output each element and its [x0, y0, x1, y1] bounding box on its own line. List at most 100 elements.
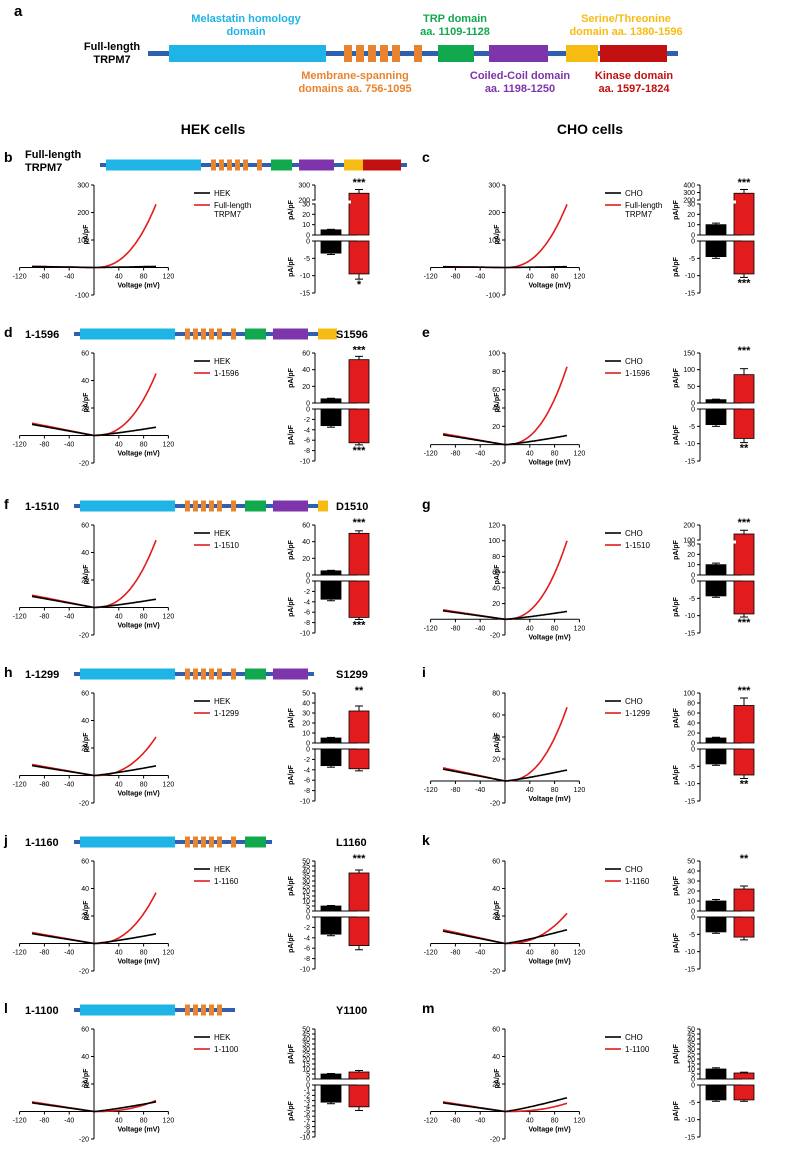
control-bar-inward	[705, 748, 727, 765]
bar-y-tick-label: 100	[683, 367, 695, 374]
mutant-bar-inward	[348, 580, 370, 618]
truncation-label: Y1100	[336, 1005, 367, 1017]
domain-label: Melastatin homology	[191, 13, 301, 25]
legend-mutant-label: TRPM7	[625, 210, 653, 219]
bar-y-tick-label: -10	[300, 799, 310, 806]
backbone	[401, 163, 407, 167]
y-tick-label: 100	[488, 238, 500, 245]
bar-y-tick-label: 15	[302, 894, 310, 901]
bar-y-tick-label: 35	[302, 874, 310, 881]
construct-label: TRPM7	[25, 162, 62, 174]
y-tick-label: 80	[492, 554, 500, 561]
bar-y-tick-label: 0	[306, 579, 310, 586]
x-tick-label: 40	[526, 950, 534, 957]
trp-domain	[271, 159, 292, 171]
bar-y-tick-label: 25	[687, 1052, 695, 1059]
y-tick-label: 20	[492, 601, 500, 608]
bar-y-title: pA/pF	[673, 1043, 680, 1064]
backbone	[148, 51, 678, 56]
backbone	[308, 332, 320, 336]
x-tick-label: -40	[64, 442, 74, 449]
legend-control-label: HEK	[214, 529, 231, 538]
bar-y-tick-label: -4	[304, 767, 310, 774]
control-bar-outward	[320, 398, 342, 404]
bar-y-tick-label: 0	[306, 407, 310, 414]
y-tick-label: 200	[488, 210, 500, 217]
membrane-segment	[344, 45, 352, 62]
bar-y-title: pA/pF	[673, 932, 680, 953]
backbone	[265, 163, 273, 167]
backbone	[334, 163, 346, 167]
significance-inward: ***	[738, 617, 752, 629]
bar-y-tick-label: 0	[691, 747, 695, 754]
control-iv-curve	[443, 265, 567, 269]
bar-y-title: pA/pF	[673, 424, 680, 445]
membrane-segment	[185, 500, 190, 512]
bar-y-tick-label: -10	[685, 273, 695, 280]
domain-label: aa. 1597-1824	[599, 83, 671, 95]
truncation-label: L1160	[336, 837, 367, 849]
x-tick-label: 120	[574, 950, 586, 957]
x-tick-label: 120	[574, 451, 586, 458]
x-tick-label: -40	[475, 274, 485, 281]
x-axis-title: Voltage (mV)	[118, 623, 160, 630]
bar-y-tick-label: -2	[304, 925, 310, 932]
bar-y-tick-label: 45	[687, 1032, 695, 1039]
panel-letter: i	[422, 664, 426, 680]
y-tick-label: -20	[490, 801, 500, 808]
bar-y-tick-label: 20	[687, 552, 695, 559]
bar-y-tick-label: 10	[302, 899, 310, 906]
y-tick-label: 20	[492, 914, 500, 921]
control-iv-curve	[31, 764, 157, 777]
panel-letter: a	[14, 3, 23, 20]
y-tick-label: 100	[77, 238, 89, 245]
construct-label: Full-length	[25, 149, 81, 161]
y-axis-title: pA/pF	[83, 1068, 90, 1089]
mutant-bar-outward	[348, 359, 370, 404]
x-tick-label: -40	[64, 950, 74, 957]
control-iv-curve	[31, 1101, 157, 1113]
panel-letter: j	[3, 832, 8, 848]
backbone	[239, 840, 247, 844]
membrane-segment	[231, 668, 236, 680]
bar-y-tick-label: -2	[304, 757, 310, 764]
control-bar-inward	[705, 408, 727, 426]
bar-y-tick-label: -10	[300, 1135, 310, 1142]
x-tick-label: 80	[140, 1118, 148, 1125]
domain-label: TRP domain	[423, 13, 487, 25]
bar-y-tick-label: 20	[687, 212, 695, 219]
bar-y-title: pA/pF	[673, 539, 680, 560]
membrane-segment	[368, 45, 376, 62]
bar-y-tick-label: 45	[302, 864, 310, 871]
y-tick-label: -20	[79, 461, 89, 468]
panel-letter: g	[422, 496, 431, 512]
x-tick-label: -120	[424, 451, 438, 458]
bar-y-tick-label: -10	[300, 459, 310, 466]
x-tick-label: -120	[424, 1118, 438, 1125]
y-tick-label: 20	[492, 757, 500, 764]
bar-y-tick-label: -15	[685, 291, 695, 298]
y-tick-label: 20	[81, 1082, 89, 1089]
legend-mutant-label: 1-1100	[214, 1045, 239, 1054]
y-tick-label: -20	[490, 461, 500, 468]
control-iv-curve	[31, 423, 157, 437]
bar-y-tick-label: -15	[685, 967, 695, 974]
bar-y-tick-label: -7	[304, 1119, 310, 1126]
bar-y-tick-label: 40	[302, 539, 310, 546]
control-bar-outward	[705, 224, 727, 236]
backbone	[175, 504, 241, 508]
x-tick-label: -80	[450, 451, 460, 458]
y-tick-label: -20	[490, 969, 500, 976]
x-tick-label: -40	[475, 1118, 485, 1125]
backbone	[266, 504, 278, 508]
bar-y-tick-label: 0	[691, 239, 695, 246]
bar-y-tick-label: 0	[691, 741, 695, 748]
bar-y-tick-label: 0	[691, 407, 695, 414]
bar-y-tick-label: 10	[687, 222, 695, 229]
control-bar-inward	[320, 408, 342, 427]
domain-label: domain aa. 1380-1596	[569, 26, 682, 38]
mutant-bar-outward	[348, 532, 370, 576]
significance-outward: **	[740, 853, 749, 865]
x-tick-label: 40	[115, 1118, 123, 1125]
axis-break	[696, 540, 736, 544]
